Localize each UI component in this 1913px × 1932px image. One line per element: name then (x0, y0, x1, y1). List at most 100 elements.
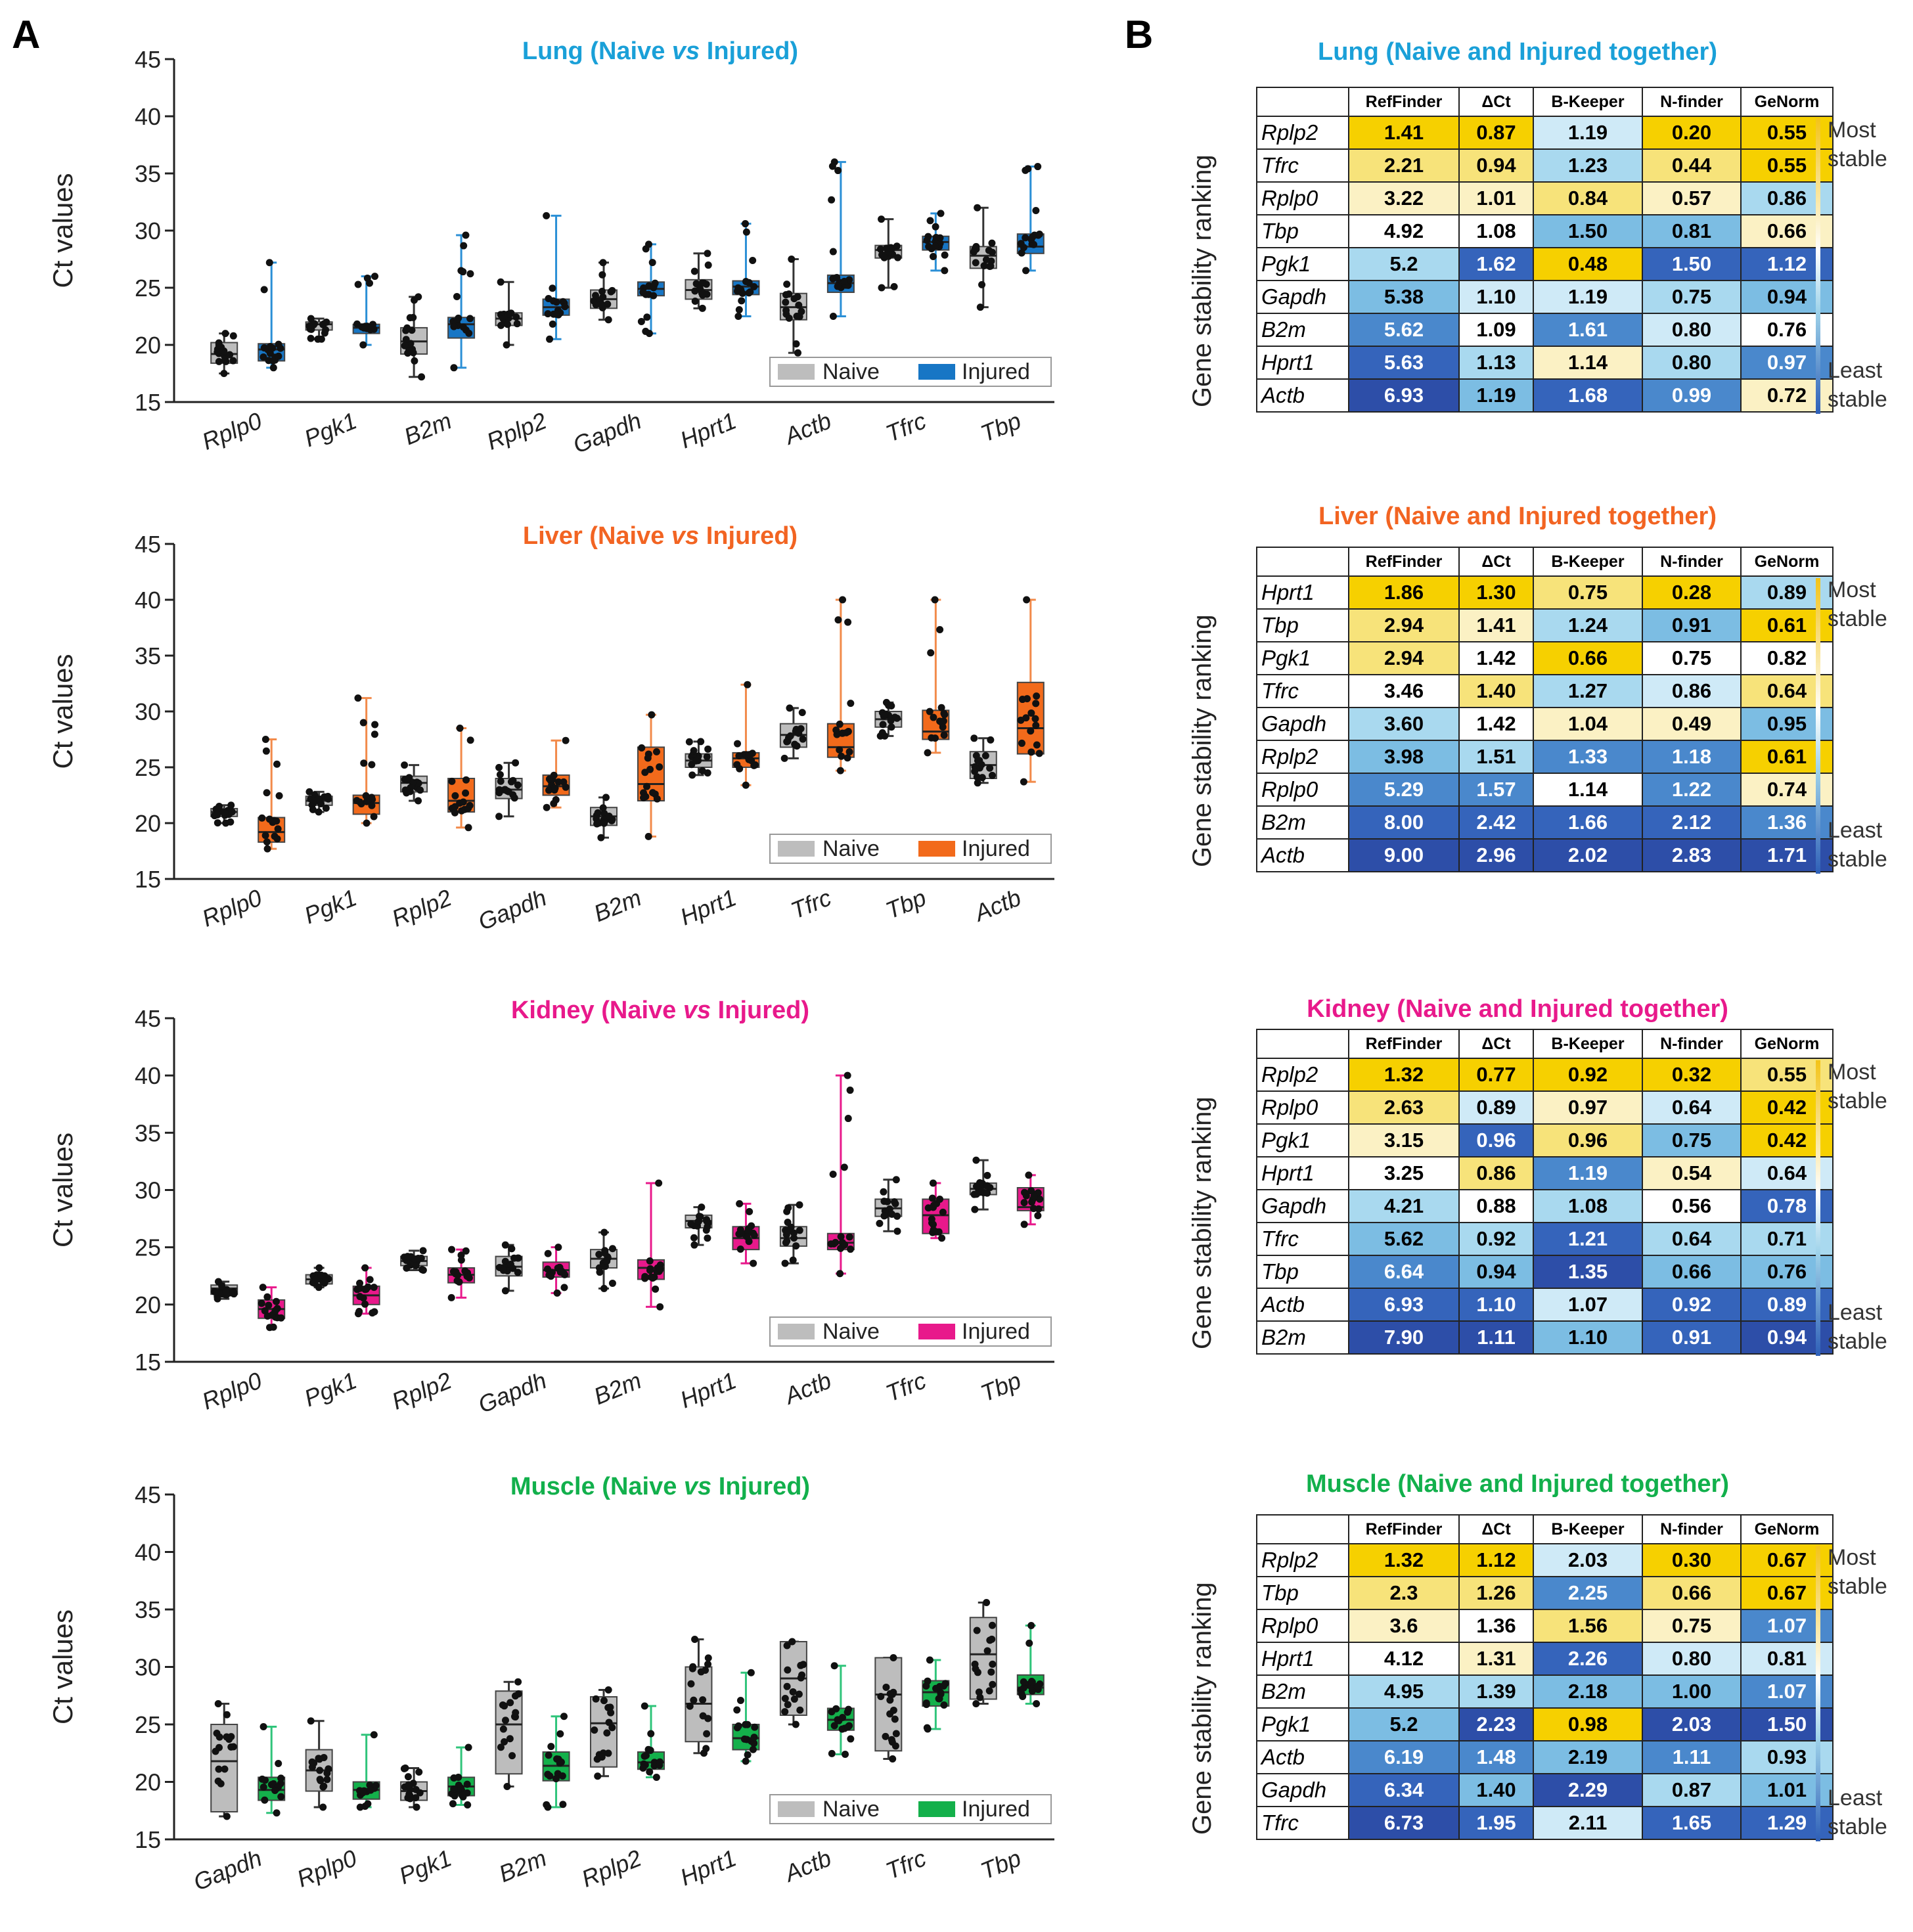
table-title: Muscle (Naive and Injured together) (1306, 1470, 1729, 1498)
data-point (608, 1245, 616, 1253)
data-point (543, 1801, 551, 1808)
data-point (842, 1751, 849, 1758)
data-point (214, 819, 221, 827)
data-point (499, 1267, 507, 1274)
rank-cell: 5.2 (1348, 247, 1460, 281)
data-point (499, 1701, 506, 1709)
data-point (786, 704, 794, 712)
data-point (462, 789, 470, 797)
table-header: N-finder (1642, 87, 1742, 117)
data-point (745, 751, 753, 759)
data-point (501, 1738, 508, 1746)
data-point (223, 1812, 231, 1820)
data-point (746, 1207, 754, 1215)
data-point (702, 1745, 710, 1753)
data-point (689, 1663, 697, 1671)
rank-cell: 1.40 (1458, 1773, 1534, 1807)
data-point (459, 268, 467, 276)
box-plot-charts: Lung (Naive vs Injured) 15 20 25 30 35 40 45 Ct … (47, 37, 1054, 1896)
data-point (258, 814, 266, 822)
data-point (642, 327, 650, 335)
data-point (504, 310, 512, 318)
data-point (218, 1282, 226, 1290)
data-point (221, 355, 229, 363)
legend-label-naive: Naive (822, 359, 880, 384)
data-point (307, 1717, 315, 1725)
data-point (987, 1668, 995, 1676)
data-point (319, 1803, 327, 1811)
data-point (926, 217, 934, 225)
data-point (880, 1212, 888, 1220)
data-point (845, 1233, 853, 1241)
data-point (263, 1293, 271, 1301)
data-point (1027, 727, 1035, 735)
data-point (552, 796, 560, 803)
table-row: Rplp2 3.98 1.51 1.33 1.18 0.61 (1256, 740, 1834, 774)
data-point (604, 316, 612, 324)
data-point (829, 313, 837, 320)
data-point (447, 1293, 455, 1301)
table-row: Tbp 6.64 0.94 1.35 0.66 0.76 (1256, 1255, 1834, 1289)
gene-name: Actb (1256, 1740, 1349, 1774)
scale-bottom-word: Least (1828, 1786, 1883, 1810)
data-point (690, 1234, 698, 1242)
data-point (834, 616, 842, 624)
data-point (408, 326, 416, 334)
scale-top-word: Most (1828, 118, 1876, 143)
data-point (842, 729, 850, 736)
rank-cell: 1.32 (1348, 1543, 1460, 1577)
data-point (686, 1702, 694, 1710)
rank-cell: 1.57 (1458, 773, 1534, 807)
data-point (499, 315, 507, 323)
x-tick-label: Gapdh (474, 1366, 551, 1418)
data-point (495, 763, 503, 771)
data-point (690, 1241, 698, 1249)
y-tick-label: 35 (135, 160, 161, 187)
data-point (226, 351, 234, 359)
legend-label-injured: Injured (962, 359, 1030, 384)
rank-cell: 1.42 (1458, 641, 1534, 675)
gene-name: Rplp2 (1256, 116, 1349, 150)
data-point (323, 1769, 331, 1777)
legend-swatch-naive (778, 364, 815, 380)
data-point (261, 1776, 269, 1784)
data-point (972, 1190, 980, 1198)
data-point (464, 824, 472, 832)
gene-name: Rplp2 (1256, 740, 1349, 774)
rank-cell: 1.12 (1458, 1543, 1534, 1577)
data-point (558, 1772, 566, 1780)
data-point (930, 1202, 937, 1209)
data-point (928, 1194, 936, 1202)
data-point (416, 1789, 424, 1797)
rank-cell: 1.41 (1348, 116, 1460, 150)
data-point (691, 1636, 699, 1643)
rank-cell: 0.54 (1642, 1156, 1742, 1190)
y-tick-label: 20 (135, 1769, 161, 1796)
scale-top-label: Most stable (1828, 575, 1887, 633)
table-header: GeNorm (1740, 1514, 1834, 1544)
data-point (560, 1713, 568, 1720)
data-point (367, 324, 375, 332)
rank-cell: 0.88 (1458, 1189, 1534, 1223)
data-point (361, 323, 369, 330)
scale-bottom-word: Least (1828, 818, 1883, 843)
data-point (1033, 692, 1041, 700)
panel-label-a: A (12, 12, 41, 56)
data-point (259, 1284, 267, 1292)
data-point (400, 1764, 408, 1772)
data-point (740, 1735, 748, 1743)
data-point (974, 757, 981, 765)
stability-scale-bar (1816, 1546, 1820, 1841)
data-point (840, 1163, 848, 1171)
data-point (214, 1700, 222, 1707)
data-point (371, 721, 379, 729)
data-point (495, 789, 503, 797)
data-point (1036, 1195, 1044, 1203)
data-point (788, 256, 796, 263)
data-point (608, 1724, 616, 1732)
rank-cell: 1.21 (1533, 1222, 1643, 1256)
data-point (649, 789, 657, 797)
rank-cell: 1.19 (1458, 378, 1534, 413)
data-point (799, 735, 807, 743)
data-point (222, 1288, 230, 1296)
